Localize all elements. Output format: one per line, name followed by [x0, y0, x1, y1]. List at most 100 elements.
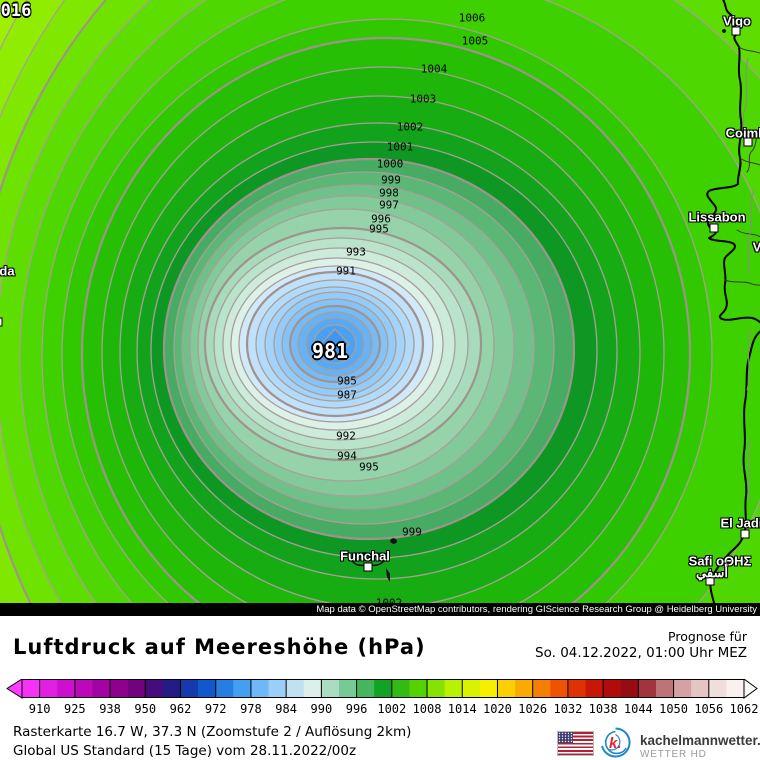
scale-label-938: 938 [99, 702, 121, 716]
scale-cell [303, 679, 322, 698]
kachelmann-logo-icon[interactable]: k. [599, 726, 632, 759]
scale-label-996: 996 [345, 702, 368, 716]
contour-label-995: 995 [359, 460, 379, 474]
scale-label-978: 978 [240, 702, 262, 716]
map-canvas[interactable]: 1006 1005 1004 1003 1002 1001 1000 999 998 997 996… [0, 0, 760, 616]
contour-label-991: 991 [336, 264, 356, 278]
scale-label-1050: 1050 [659, 702, 688, 716]
geography-layer [351, 0, 760, 616]
contour-label-993: 993 [346, 245, 366, 259]
color-scale-bar [6, 679, 758, 699]
contour-label-1001: 1001 [386, 140, 414, 154]
madeira-island [351, 552, 386, 567]
scale-cell [497, 679, 516, 698]
scale-cell [391, 679, 410, 698]
scale-cell [321, 679, 340, 698]
morocco-coastline [709, 330, 760, 616]
scale-label-1026: 1026 [518, 702, 548, 716]
city-marker [363, 562, 373, 572]
scale-cell [92, 679, 111, 698]
contour-label-987: 987 [337, 388, 357, 402]
isobar-rings [0, 0, 760, 616]
contour-label-1003: 1003 [409, 92, 437, 106]
contour-label-999: 999 [381, 173, 401, 187]
scale-cell [515, 679, 533, 698]
scale-cell [427, 679, 445, 698]
scale-cell [708, 679, 727, 698]
city-marker [705, 576, 715, 586]
scale-cell [250, 679, 269, 698]
color-scale-labels: 910 925 938 950 962 972 978 984 990 996 1002 1008 10… [0, 702, 760, 718]
contour-label-1006: 1006 [458, 11, 486, 25]
desertas-island [386, 568, 390, 582]
city-label-: أسفي [696, 565, 728, 580]
contour-label-995: 995 [369, 222, 389, 236]
scale-label-962: 962 [169, 702, 192, 716]
corner-contour-label: 016 [0, 1, 32, 21]
scale-cell [409, 679, 428, 698]
contour-label-998: 998 [379, 186, 399, 200]
scale-cell [198, 679, 217, 698]
scale-cell [585, 679, 604, 698]
city-label-lissabon: Lissabon [688, 209, 746, 225]
contour-label-1005: 1005 [461, 34, 489, 48]
scale-cell [162, 679, 181, 698]
scale-cell [110, 679, 128, 698]
scale-label-1038: 1038 [588, 702, 618, 716]
forecast-time-block: Prognose für So. 04.12.2022, 01:00 Uhr M… [535, 629, 747, 661]
scale-cell [74, 679, 93, 698]
contour-label-992: 992 [336, 429, 356, 443]
scale-label-1044: 1044 [623, 702, 653, 716]
scale-label-1056: 1056 [694, 702, 724, 716]
scale-label-1002: 1002 [377, 702, 407, 716]
isobar-field [0, 0, 760, 616]
scale-cell [673, 679, 692, 698]
scale-cell [215, 679, 234, 698]
scale-cell [233, 679, 252, 698]
page-title: Luftdruck auf Meereshöhe (hPa) [13, 635, 426, 659]
scale-cell [567, 679, 586, 698]
scale-cell [726, 679, 745, 698]
us-flag-icon [557, 731, 594, 756]
iberia-coastline [706, 0, 760, 324]
scale-label-984: 984 [275, 702, 297, 716]
scale-label-990: 990 [310, 702, 333, 716]
flag-canton [558, 732, 573, 743]
scale-label-1020: 1020 [483, 702, 512, 716]
scale-cell [145, 679, 164, 698]
admin-borders [724, 46, 760, 286]
scale-cell [286, 679, 305, 698]
city-label-funchal: Funchal [340, 548, 390, 564]
scale-label-1032: 1032 [553, 702, 583, 716]
admin-borders-light [742, 57, 755, 501]
scale-label-972: 972 [204, 702, 227, 716]
contour-label-1004: 1004 [420, 62, 448, 76]
svg-text:k.: k. [609, 735, 622, 752]
scale-label-950: 950 [134, 702, 157, 716]
contour-label-994: 994 [337, 449, 357, 463]
map-info-line2: Global US Standard (15 Tage) vom 28.11.2… [13, 743, 357, 759]
scale-cell [655, 679, 674, 698]
city-label-el-jadida: El Jadida [720, 515, 760, 531]
scale-cell [127, 679, 146, 698]
scale-cell [550, 679, 569, 698]
footer-panel: Luftdruck auf Meereshöhe (hPa) Prognose … [0, 616, 760, 760]
contour-label-1000: 1000 [376, 157, 404, 171]
city-label-v: V [752, 239, 760, 255]
scale-label-1014: 1014 [447, 702, 477, 716]
city-label-vigo: Vigo [723, 13, 751, 29]
scale-cell [620, 679, 639, 698]
city-label-coimbra: Coimbra [725, 125, 760, 141]
scale-cell [462, 679, 481, 698]
city-marker [731, 26, 741, 36]
scale-cell [356, 679, 375, 698]
scale-label-1008: 1008 [412, 702, 442, 716]
scale-left-arrow [6, 679, 23, 699]
brand-name[interactable]: kachelmannwetter.com [640, 733, 760, 748]
low-center-label: 981 [311, 339, 349, 363]
city-marker [740, 529, 750, 539]
contour-label-997: 997 [379, 198, 399, 212]
scale-right-arrow [743, 679, 758, 699]
scale-cell [603, 679, 622, 698]
city-label-da: da [0, 263, 15, 279]
